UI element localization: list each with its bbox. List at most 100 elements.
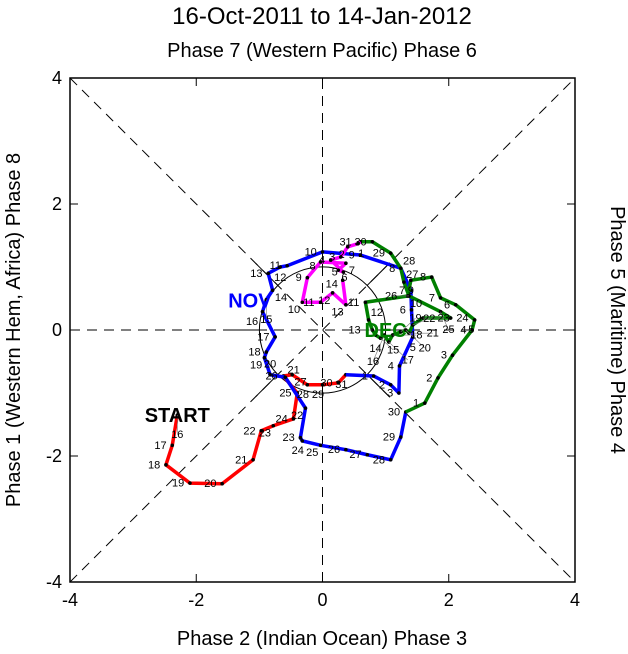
day-point [371,374,376,378]
day-label: 22 [423,313,435,325]
day-label: 5 [332,267,338,279]
day-point [170,443,175,448]
day-point [268,372,272,377]
day-label: 30 [320,377,332,389]
day-label: 17 [402,355,414,367]
day-point [336,268,341,272]
day-label: 19 [250,360,262,372]
day-label: 6 [341,272,347,284]
day-label: 9 [296,272,302,284]
left-axis-label: Phase 1 (Western Hem, Africa) Phase 8 [3,153,25,507]
day-point [273,335,277,339]
day-label: 20 [204,478,216,490]
phase-spoke-tick [366,262,390,286]
series-line-dec [360,240,477,414]
day-label: 26 [385,290,397,302]
day-label: 30 [354,236,366,248]
label-leader-line [388,341,408,361]
day-label: 18 [148,459,160,471]
day-label: 24 [456,313,468,325]
day-label: 26 [328,444,340,456]
day-point [341,270,346,274]
day-label: 21 [235,454,247,466]
day-point [270,288,275,293]
day-label: 17 [257,331,269,343]
y-tick-label: 0 [52,320,62,340]
day-point [366,318,371,322]
day-label: 28 [403,255,415,267]
y-tick-label: 2 [52,194,62,214]
day-point [318,260,323,264]
day-label: 12 [371,307,383,319]
day-point [470,328,474,332]
day-point [453,303,458,307]
day-label: 14 [369,343,381,355]
day-label: 18 [248,347,260,359]
label-leaders [177,295,449,435]
right-axis-label: Phase 5 (Maritime) Phase 4 [606,206,628,454]
day-label: 19 [409,313,421,325]
x-tick-label: -2 [188,590,204,610]
day-label: 13 [250,268,262,280]
day-label: 16 [246,316,258,328]
day-point [318,300,323,305]
day-point [300,300,305,305]
day-point [344,261,348,266]
label-leader-line [380,337,394,351]
day-label: 13 [331,307,343,319]
day-point [397,364,402,368]
x-tick-label: 2 [444,590,454,610]
day-point [220,481,224,486]
day-point [305,383,310,387]
day-label: 1 [362,370,368,382]
day-label: 11 [303,297,314,309]
day-label: 7 [429,292,435,304]
day-point [271,423,276,428]
day-point [340,278,345,283]
day-label: 24 [292,445,304,457]
annotation-dec: DEC [365,320,407,342]
day-point [164,463,168,467]
day-label: 12 [274,272,286,284]
day-point [291,417,296,421]
day-label: 10 [305,246,317,258]
day-point [422,401,427,405]
day-label: 21 [427,328,439,340]
day-point [328,258,333,262]
day-point [262,355,267,360]
day-label: 31 [339,236,351,248]
y-tick-label: -2 [46,446,62,466]
day-point [283,375,288,380]
day-point [320,250,325,254]
day-point [409,308,414,312]
day-point [365,452,370,457]
day-point [450,353,455,358]
day-label: 20 [264,359,276,371]
day-label: 19 [172,478,184,490]
phase-grid [69,77,576,583]
day-label: 25 [306,447,318,459]
day-point [429,275,434,279]
day-point [278,265,283,269]
day-label: 3 [387,388,393,400]
day-label: 22 [243,425,255,437]
day-point [285,263,289,268]
day-point [260,309,265,314]
day-label: 4 [388,360,394,372]
day-label: 3 [441,350,447,362]
day-point [259,429,264,433]
day-point [397,391,401,395]
day-label: 6 [444,299,450,311]
day-label: 18 [410,330,422,342]
day-point [398,435,403,439]
series-line-oct [164,372,348,486]
day-point [398,266,403,271]
day-label: 25 [442,324,454,336]
day-point [370,328,375,332]
day-label: 7 [349,265,355,277]
top-phase-label: Phase 7 (Western Pacific) Phase 6 [167,40,477,62]
day-point [264,350,269,354]
day-point [318,443,323,448]
label-leader-line [372,334,385,362]
